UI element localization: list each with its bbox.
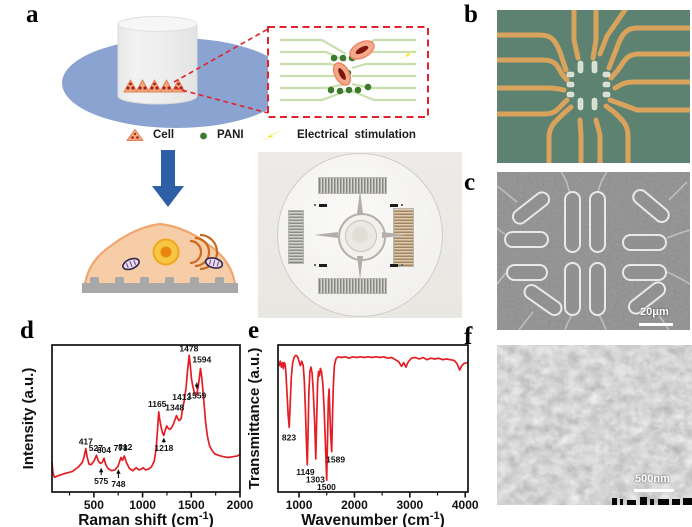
tick-label: 1000 (129, 498, 156, 512)
tick-label: 4000 (452, 498, 479, 512)
scale-bar-label-c: 20μm (640, 306, 669, 318)
scale-bar-c (639, 323, 673, 326)
inset-cells (332, 40, 375, 86)
electrode-tips (566, 60, 611, 111)
ftir-chart: 1000 2000 3000 4000 Wavenumber (cm-1) Transmi… (246, 344, 479, 527)
raman-chart: 500 1000 1500 2000 Raman shift (cm-1) Intensi… (20, 344, 254, 527)
d-x-axis-label: Raman shift (cm-1) (78, 510, 214, 527)
nucleolus (160, 246, 172, 258)
tick-label: 2000 (341, 498, 368, 512)
panel-label-f: f (464, 323, 473, 350)
peak-label: 1594 (192, 355, 211, 365)
e-x-axis-label: Wavenumber (cm-1) (301, 510, 445, 527)
electrode-pad-bottom (318, 278, 387, 294)
peak-label: 1218 (154, 443, 173, 453)
tick-label: 3000 (396, 498, 423, 512)
plot-frame (277, 344, 469, 493)
peak-label: 1500 (317, 482, 336, 492)
peak-label: 575 (94, 476, 108, 486)
electrode-sem-image (497, 172, 690, 330)
electrode-pad-top (318, 177, 387, 194)
pani-icon (200, 132, 207, 140)
alignment-marker (314, 202, 330, 208)
mitochondrion-right (204, 257, 224, 269)
peak-label: 527 (89, 443, 103, 453)
peak-label: 1165 (148, 399, 167, 409)
cross-arm-north (357, 190, 363, 214)
alignment-marker (314, 262, 330, 268)
legend-label-cell: Cell (153, 129, 175, 141)
gold-traces (497, 10, 690, 163)
e-y-axis-label: Transmittance (a.u.) (246, 348, 263, 490)
electrode-fingers (504, 189, 670, 317)
down-arrow (152, 150, 184, 207)
panel-label-c: c (464, 169, 476, 196)
zoom-connector-lines (173, 28, 269, 114)
peak-label: 1478 (179, 344, 198, 354)
peak-label: 417 (79, 436, 93, 446)
cross-arm-south (357, 256, 363, 280)
peak-label: 778 (114, 443, 128, 453)
mitochondrion-left (122, 257, 140, 271)
legend-label-stimulation: Electrical stimulation (297, 129, 416, 141)
center-well-inner (352, 227, 368, 243)
tick-label: 500 (84, 498, 104, 512)
peak-label: 604 (97, 445, 111, 455)
panel-a-schematic (62, 16, 429, 293)
scale-bar-label-f: 500nm (635, 473, 670, 485)
legend-item-cell: Cell (126, 128, 174, 142)
legend-item-pani: PANI (199, 128, 244, 142)
peak-label: 748 (111, 479, 125, 489)
peak-label: 1149 (296, 467, 315, 477)
cropped-caption-text (605, 497, 692, 505)
cell-schematic (82, 222, 238, 293)
cell-icon (126, 129, 144, 141)
peak-label: 812 (118, 442, 132, 452)
device-photo (258, 152, 462, 318)
peak-label: 1559 (187, 391, 206, 401)
d-y-axis-label: Intensity (a.u.) (20, 368, 37, 470)
electrode-optical-micrograph (497, 10, 690, 163)
peak-label: 1589 (326, 455, 345, 465)
tick-label: 1000 (286, 498, 313, 512)
outer-traces (497, 172, 690, 330)
electrode-pad-left (288, 210, 304, 264)
d-spectrum-line (51, 354, 241, 479)
electrode-pad-right (393, 208, 414, 267)
tick-label: 1500 (178, 498, 205, 512)
legend-label-pani: PANI (217, 129, 244, 141)
plot-area (52, 345, 240, 492)
cross-arm-east (382, 232, 406, 238)
peak-arrow-head (161, 437, 167, 443)
peak-arrow-head (98, 467, 104, 473)
cross-arm-west (314, 232, 338, 238)
panel-label-b: b (464, 1, 478, 28)
pillar-substrate (82, 277, 238, 293)
scale-bar-f (634, 489, 674, 492)
alignment-marker (388, 202, 404, 208)
peak-label: 1348 (165, 402, 184, 412)
e-spectrum-line (278, 354, 469, 482)
panel-label-d: d (20, 317, 34, 344)
alignment-marker (388, 262, 404, 268)
peak-label: 1303 (306, 475, 325, 485)
panel-label-a: a (26, 1, 39, 28)
peak-label: 823 (282, 433, 296, 443)
peak-arrow-head (116, 469, 121, 474)
tick-label: 2000 (227, 498, 254, 512)
endoplasmic-reticulum (189, 233, 219, 271)
zoom-inset-box (267, 26, 429, 118)
legend-item-stimulation: Electrical stimulation (256, 127, 416, 143)
pani-film-sem-image (497, 345, 692, 505)
peak-arrow-head (194, 384, 200, 390)
plot-frame (51, 344, 241, 493)
peak-label: 1413 (172, 392, 191, 402)
panel-label-e: e (248, 317, 260, 344)
